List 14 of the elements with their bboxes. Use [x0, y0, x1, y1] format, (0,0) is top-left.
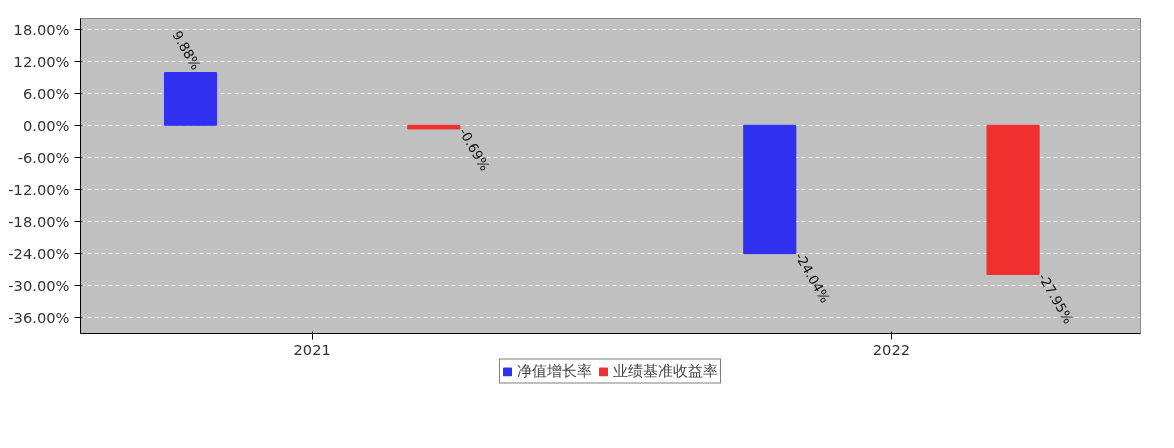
y-tick-label: -6.00% — [17, 148, 70, 166]
y-tick-label: 6.00% — [22, 84, 70, 102]
y-tick-label: -12.00% — [8, 180, 70, 198]
y-tick-label: 0.00% — [22, 116, 70, 134]
legend-label: 业绩基准收益率 — [613, 361, 718, 381]
x-tick-label: 2022 — [872, 340, 911, 358]
x-tick-label: 2021 — [293, 340, 331, 358]
y-tick-label: 18.00% — [13, 20, 70, 38]
y-tick-label: -36.00% — [8, 308, 70, 326]
y-tick-label: -30.00% — [8, 276, 70, 294]
y-tick-label: 12.00% — [13, 52, 70, 70]
y-tick-label: -24.00% — [8, 244, 70, 262]
legend-label: 净值增长率 — [517, 361, 592, 381]
y-tick-label: -18.00% — [8, 212, 70, 230]
